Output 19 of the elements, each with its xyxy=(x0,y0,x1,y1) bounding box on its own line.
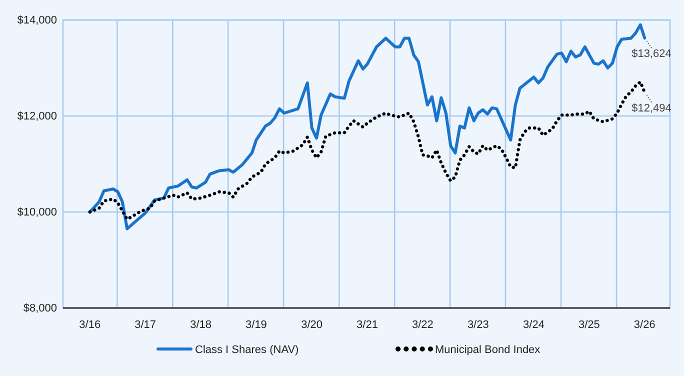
x-tick-label: 3/19 xyxy=(246,318,267,331)
x-tick-label: 3/17 xyxy=(134,318,156,331)
y-tick-label: $10,000 xyxy=(17,206,57,219)
x-tick-label: 3/16 xyxy=(79,318,101,331)
x-tick-label: 3/18 xyxy=(190,318,212,331)
y-tick-label: $14,000 xyxy=(17,14,57,27)
legend-label: Class I Shares (NAV) xyxy=(195,344,299,356)
x-tick-label: 3/25 xyxy=(578,318,600,331)
legend-label: Municipal Bond Index xyxy=(435,344,541,356)
x-tick-label: 3/26 xyxy=(634,318,656,331)
x-tick-label: 3/23 xyxy=(467,318,489,331)
x-tick-label: 3/21 xyxy=(356,318,378,331)
y-tick-label: $12,000 xyxy=(17,110,57,123)
x-tick-label: 3/22 xyxy=(412,318,434,331)
y-tick-label: $8,000 xyxy=(23,302,57,315)
x-tick-label: 3/24 xyxy=(523,318,544,331)
annotation: $13,624 xyxy=(632,48,672,60)
annotation: $12,494 xyxy=(632,102,672,114)
x-tick-label: 3/20 xyxy=(301,318,323,331)
